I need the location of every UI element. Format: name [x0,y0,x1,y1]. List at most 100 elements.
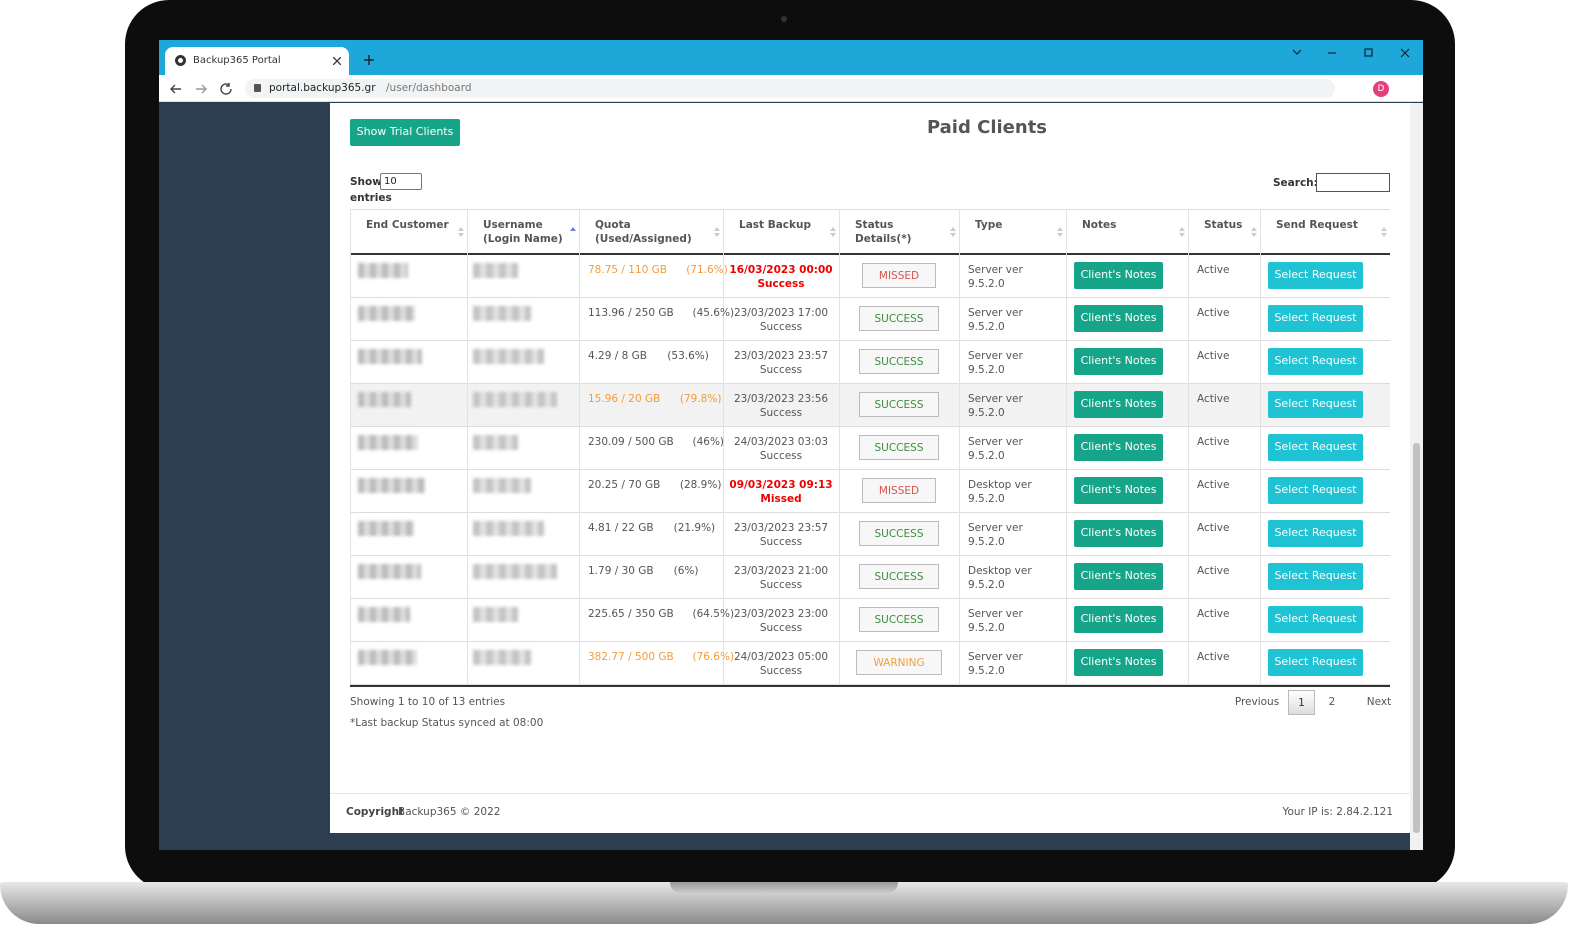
notes-button[interactable]: Client's Notes [1074,520,1163,547]
request-button[interactable]: Select Request [1268,434,1363,461]
page-button[interactable]: 1 [1288,690,1315,715]
nav-buttons[interactable] [169,82,239,96]
backup-date: 09/03/2023 09:13 [729,479,833,491]
new-tab[interactable] [364,55,374,65]
column-header-label: Notes [1082,219,1117,231]
status-badge: SUCCESS [859,564,939,589]
copyright-label: Copyright [346,806,405,818]
tab-close[interactable] [333,57,341,65]
cell-border [1188,341,1189,384]
request-button-label: Select Request [1274,569,1357,582]
request-button[interactable]: Select Request [1268,391,1363,418]
notes-button[interactable]: Client's Notes [1074,434,1163,461]
sort-icon [830,227,836,231]
quota-percent: (45.6%) [692,307,735,319]
omnibox[interactable]: portal.backup365.gr /user/dashboard [245,79,1335,98]
page-button[interactable]: Next [1356,690,1402,715]
quota: 1.79 / 30 GB [588,565,654,577]
notes-button[interactable]: Client's Notes [1074,477,1163,504]
cell-border [1188,556,1189,599]
request-button[interactable]: Select Request [1268,477,1363,504]
cell-border [1260,556,1261,599]
length-select[interactable]: 10 [380,173,422,190]
cell-border [959,255,960,298]
sync-note: *Last backup Status synced at 08:00 [350,717,544,729]
column-header[interactable]: Notes [1066,209,1188,255]
request-button[interactable]: Select Request [1268,649,1363,676]
request-button[interactable]: Select Request [1268,606,1363,633]
redacted-username [473,349,544,364]
type: Desktop ver 9.5.2.0 [968,479,1032,505]
cell-border [350,470,351,513]
page-button[interactable]: Previous [1234,690,1280,715]
notes-button-label: Client's Notes [1080,354,1157,367]
sort-icon [458,233,464,237]
notes-button[interactable]: Client's Notes [1074,563,1163,590]
request-button-label: Select Request [1274,354,1357,367]
column-header[interactable]: Username (Login Name) [467,209,579,255]
column-header[interactable]: Quota (Used/Assigned) [579,209,723,255]
sort-icon [1179,233,1185,237]
redacted-customer [358,435,418,450]
cell-border [350,341,351,384]
cell-border [579,384,580,427]
trial-button[interactable]: Show Trial Clients [350,119,460,146]
search-input[interactable] [1316,173,1390,192]
cell-border [467,384,468,427]
request-button[interactable]: Select Request [1268,305,1363,332]
cell-border [839,599,840,642]
cell-border [839,298,840,341]
column-header[interactable]: Status Details(*) [839,209,959,255]
cell-border [839,427,840,470]
column-header[interactable]: Type [959,209,1066,255]
request-button[interactable]: Select Request [1268,520,1363,547]
notes-button[interactable]: Client's Notes [1074,305,1163,332]
request-button[interactable]: Select Request [1268,563,1363,590]
ip-address: Your IP is: 2.84.2.121 [1282,806,1393,818]
status: Active [1197,350,1230,362]
notes-button[interactable]: Client's Notes [1074,649,1163,676]
column-header[interactable]: Last Backup [723,209,839,255]
cell-border [1260,298,1261,341]
notes-button[interactable]: Client's Notes [1074,348,1163,375]
status: Active [1197,651,1230,663]
type: Desktop ver 9.5.2.0 [968,565,1032,591]
request-button[interactable]: Select Request [1268,262,1363,289]
column-header[interactable]: Status [1188,209,1260,255]
column-header[interactable]: Send Request [1260,209,1390,255]
status-detail: SUCCESS [874,313,924,325]
cell-border [723,298,724,341]
status-badge: SUCCESS [859,435,939,460]
cell-border [723,556,724,599]
cell-border [839,642,840,685]
request-button-label: Select Request [1274,655,1357,668]
notes-button[interactable]: Client's Notes [1074,606,1163,633]
status: Active [1197,436,1230,448]
cell-border [1066,599,1067,642]
notes-button-label: Client's Notes [1080,569,1157,582]
sort-icon [458,227,464,231]
sort-icon [1179,227,1185,231]
tab[interactable]: Backup365 Portal [165,47,349,75]
column-header[interactable]: End Customer [350,209,467,255]
cell-border [467,513,468,556]
cell-border [839,341,840,384]
profile-avatar[interactable]: D [1373,81,1389,97]
cell-border [1260,599,1261,642]
column-header-label: Last Backup [739,219,811,231]
profile-initial: D [1377,84,1385,94]
window-controls[interactable] [1291,47,1411,59]
cell-border [467,427,468,470]
status-detail: MISSED [878,485,920,497]
quota: 4.81 / 22 GB [588,522,654,534]
column-header-label: Send Request [1276,219,1358,231]
notes-button[interactable]: Client's Notes [1074,262,1163,289]
notes-button[interactable]: Client's Notes [1074,391,1163,418]
type: Server ver 9.5.2.0 [968,436,1023,462]
page-button[interactable]: 2 [1326,690,1338,715]
quota: 230.09 / 500 GB [588,436,674,448]
sort-icon [950,233,956,237]
request-button[interactable]: Select Request [1268,348,1363,375]
notes-button-label: Client's Notes [1080,612,1157,625]
footer-border [330,793,1410,794]
